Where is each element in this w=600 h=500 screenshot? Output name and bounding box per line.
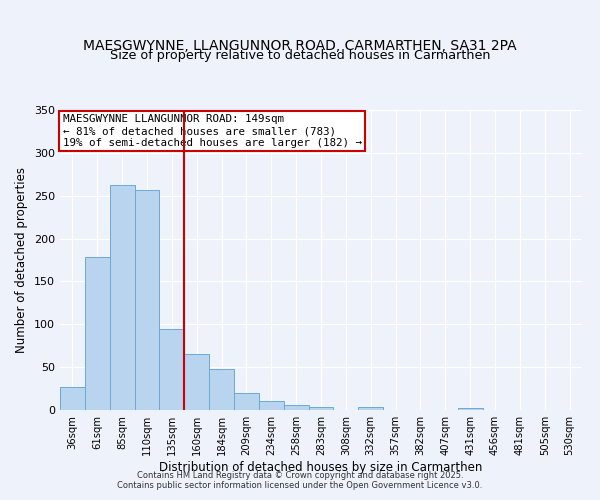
Bar bbox=[259, 400, 284, 410]
Text: MAESGWYNNE, LLANGUNNOR ROAD, CARMARTHEN, SA31 2PA: MAESGWYNNE, LLANGUNNOR ROAD, CARMARTHEN,… bbox=[83, 38, 517, 52]
Y-axis label: Number of detached properties: Number of detached properties bbox=[16, 167, 28, 353]
Bar bbox=[160, 328, 184, 410]
Bar bbox=[458, 408, 482, 410]
Text: MAESGWYNNE LLANGUNNOR ROAD: 149sqm
← 81% of detached houses are smaller (783)
19: MAESGWYNNE LLANGUNNOR ROAD: 149sqm ← 81%… bbox=[62, 114, 362, 148]
X-axis label: Distribution of detached houses by size in Carmarthen: Distribution of detached houses by size … bbox=[160, 460, 482, 473]
Bar bbox=[308, 406, 334, 410]
Bar bbox=[85, 258, 110, 410]
Bar bbox=[110, 184, 134, 410]
Bar bbox=[134, 190, 160, 410]
Bar bbox=[209, 369, 234, 410]
Bar bbox=[60, 387, 85, 410]
Bar bbox=[184, 354, 209, 410]
Bar bbox=[358, 408, 383, 410]
Text: Size of property relative to detached houses in Carmarthen: Size of property relative to detached ho… bbox=[110, 50, 490, 62]
Text: Contains HM Land Registry data © Crown copyright and database right 2025.
Contai: Contains HM Land Registry data © Crown c… bbox=[118, 470, 482, 490]
Bar bbox=[234, 393, 259, 410]
Bar bbox=[284, 405, 308, 410]
